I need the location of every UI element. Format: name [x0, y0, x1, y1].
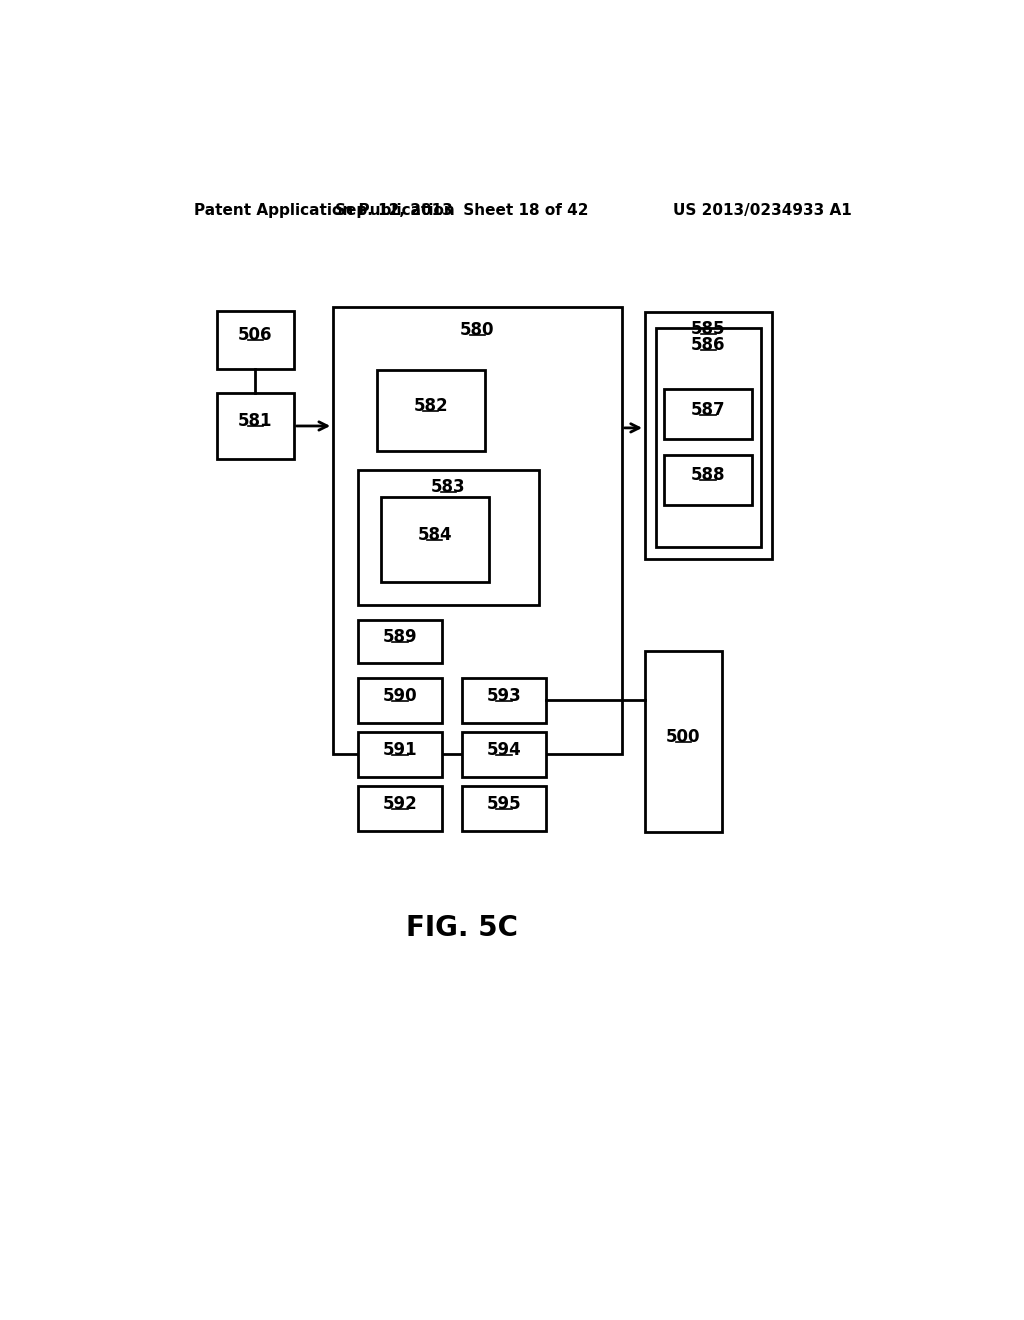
Bar — [357, 733, 442, 776]
Bar — [462, 733, 547, 776]
Text: 587: 587 — [691, 401, 725, 418]
Bar — [217, 393, 294, 459]
Bar — [381, 498, 488, 582]
Text: 582: 582 — [414, 397, 449, 414]
Bar — [377, 370, 484, 451]
Text: 581: 581 — [238, 412, 272, 430]
Text: 592: 592 — [383, 795, 418, 813]
Text: 580: 580 — [460, 321, 495, 339]
Text: 583: 583 — [431, 478, 466, 496]
Text: 591: 591 — [383, 741, 418, 759]
Bar — [357, 620, 442, 663]
Text: 590: 590 — [383, 686, 418, 705]
Bar — [357, 785, 442, 830]
Bar — [665, 389, 752, 440]
Text: 585: 585 — [691, 321, 726, 338]
Text: 589: 589 — [383, 628, 418, 645]
Bar — [645, 313, 772, 558]
Bar — [217, 312, 294, 368]
Bar — [333, 308, 622, 754]
Bar — [462, 678, 547, 723]
Text: FIG. 5C: FIG. 5C — [406, 915, 518, 942]
Text: 584: 584 — [418, 525, 452, 544]
Text: US 2013/0234933 A1: US 2013/0234933 A1 — [673, 203, 851, 218]
Bar — [645, 651, 722, 832]
Bar — [665, 455, 752, 506]
Text: 593: 593 — [486, 686, 521, 705]
Bar — [462, 785, 547, 830]
Text: 500: 500 — [667, 729, 700, 746]
Text: Sep. 12, 2013  Sheet 18 of 42: Sep. 12, 2013 Sheet 18 of 42 — [335, 203, 589, 218]
Text: 588: 588 — [691, 466, 725, 484]
Text: 586: 586 — [691, 335, 726, 354]
Bar — [655, 327, 761, 548]
Bar — [357, 678, 442, 723]
Bar — [357, 470, 539, 605]
Text: 594: 594 — [486, 741, 521, 759]
Text: 595: 595 — [486, 795, 521, 813]
Text: 506: 506 — [238, 326, 272, 345]
Text: Patent Application Publication: Patent Application Publication — [194, 203, 455, 218]
